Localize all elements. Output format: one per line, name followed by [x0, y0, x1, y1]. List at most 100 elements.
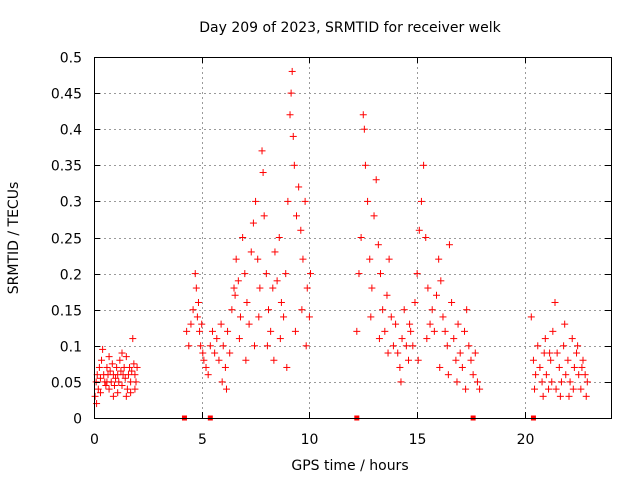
data-point — [189, 306, 197, 314]
data-point — [383, 291, 391, 299]
data-point — [381, 327, 389, 335]
data-point — [204, 371, 212, 379]
data-point — [103, 363, 111, 371]
data-point — [200, 356, 208, 364]
data-point — [556, 392, 564, 400]
data-point — [577, 385, 585, 393]
data-point — [545, 385, 553, 393]
y-tick-label: 0.25 — [51, 232, 82, 248]
y-tick-label: 0.4 — [60, 123, 82, 139]
data-point — [115, 378, 123, 386]
data-point — [574, 342, 582, 350]
data-point — [433, 291, 441, 299]
data-point — [118, 382, 126, 390]
data-point — [548, 378, 556, 386]
data-point — [400, 306, 408, 314]
data-point — [252, 197, 260, 205]
data-point — [417, 197, 425, 205]
data-point — [260, 212, 268, 220]
data-point — [123, 385, 131, 393]
data-point — [389, 342, 397, 350]
data-point — [397, 378, 405, 386]
data-point — [569, 385, 577, 393]
data-point — [387, 313, 395, 321]
data-point — [461, 327, 469, 335]
data-point — [426, 320, 434, 328]
data-point — [370, 212, 378, 220]
y-axis-ticks: 0 0.05 0.1 0.15 0.2 0.25 0.3 0.35 0.4 0.45 0.5 — [51, 51, 611, 428]
data-point — [531, 385, 539, 393]
data-point — [262, 270, 270, 278]
data-point — [275, 234, 283, 241]
data-point — [288, 67, 296, 75]
data-point — [377, 270, 385, 278]
data-point — [428, 306, 436, 314]
x-axis-ticks: 0 5 10 15 20 — [90, 57, 534, 448]
data-point — [551, 298, 559, 306]
data-point — [96, 374, 104, 382]
data-point — [218, 378, 226, 386]
data-point — [108, 360, 116, 368]
data-point — [406, 320, 414, 328]
data-point — [243, 298, 251, 306]
data-point — [361, 161, 369, 169]
data-point — [379, 306, 387, 314]
data-point — [536, 363, 544, 371]
y-axis-label: SRMTID / TECUs — [6, 182, 22, 295]
data-point — [555, 363, 563, 371]
data-point — [465, 342, 473, 350]
data-point — [441, 327, 449, 335]
y-tick-label: 0.5 — [60, 51, 82, 67]
data-point — [129, 335, 137, 343]
data-point — [99, 345, 107, 353]
data-point — [549, 327, 557, 335]
data-point — [565, 392, 573, 400]
x-tick-label: 10 — [301, 432, 319, 448]
data-point — [232, 255, 240, 263]
data-point — [258, 147, 266, 155]
y-tick-label: 0.2 — [60, 268, 82, 284]
data-point — [292, 212, 300, 220]
data-point — [527, 313, 535, 321]
data-point — [228, 306, 236, 314]
data-point — [92, 378, 100, 386]
y-tick-label: 0.1 — [60, 340, 82, 356]
x-tick-label: 0 — [90, 432, 99, 448]
data-point — [353, 327, 361, 335]
data-point — [299, 255, 307, 263]
data-point — [298, 306, 306, 314]
data-point — [269, 284, 277, 292]
data-point — [287, 89, 295, 97]
data-point — [372, 176, 380, 184]
data-point — [280, 313, 288, 321]
data-point — [276, 335, 284, 343]
data-point — [414, 356, 422, 364]
data-point — [202, 363, 210, 371]
data-point — [368, 284, 376, 292]
data-point — [236, 313, 244, 321]
data-point — [542, 371, 550, 379]
data-point — [193, 313, 201, 321]
data-point — [420, 161, 428, 169]
data-point — [270, 356, 278, 364]
data-point — [297, 226, 305, 234]
data-point — [132, 378, 140, 386]
data-point — [112, 374, 120, 382]
data-point — [561, 320, 569, 328]
data-point — [102, 382, 110, 390]
data-point — [469, 371, 477, 379]
data-point — [264, 306, 272, 314]
data-point — [103, 378, 111, 386]
data-point — [254, 255, 262, 263]
data-point — [124, 371, 132, 379]
data-point — [217, 320, 225, 328]
data-point — [289, 132, 297, 140]
data-point — [564, 356, 572, 364]
data-point — [118, 349, 126, 357]
data-point — [444, 371, 452, 379]
data-point — [286, 111, 294, 119]
data-point — [110, 382, 118, 390]
data-point — [566, 378, 574, 386]
data-point — [122, 392, 130, 400]
data-point — [235, 335, 243, 343]
